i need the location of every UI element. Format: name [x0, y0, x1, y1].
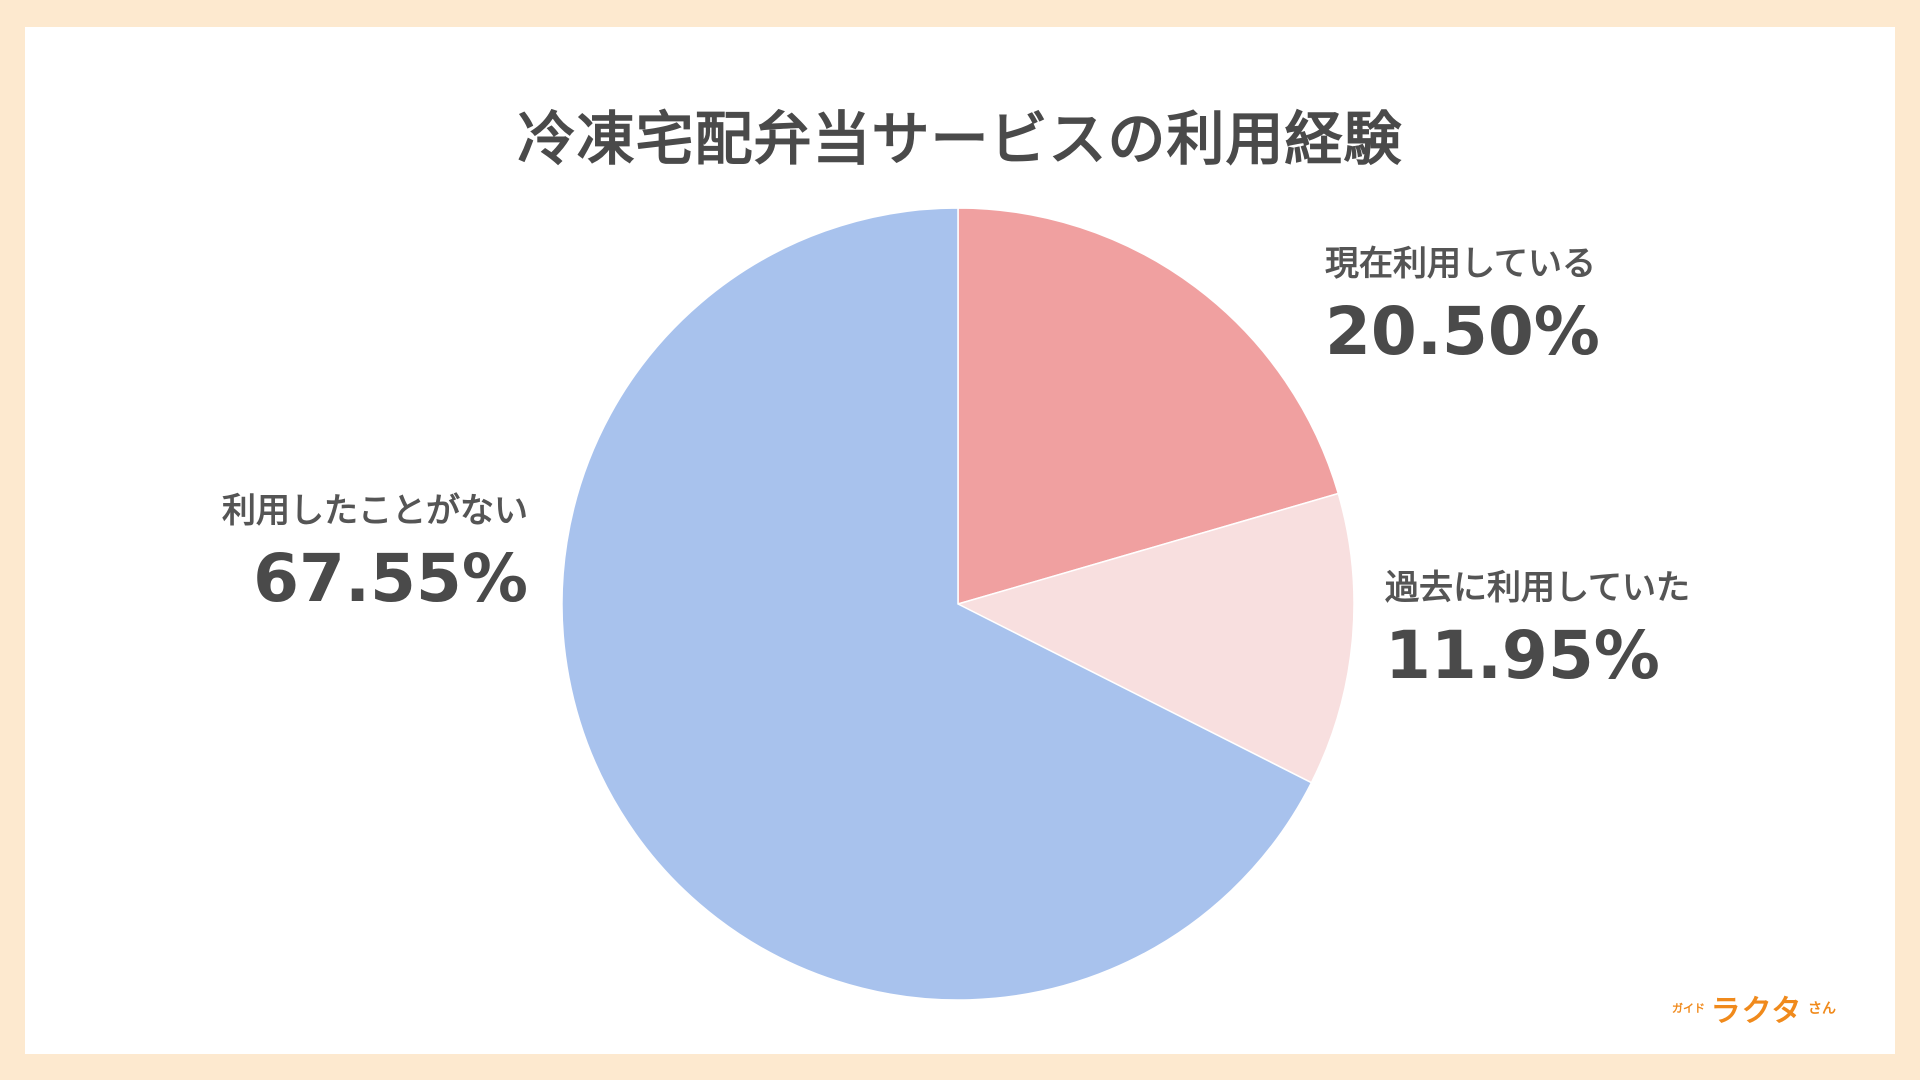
chart-title: 冷凍宅配弁当サービスの利用経験	[517, 105, 1403, 173]
label-never-name: 利用したことがない	[222, 491, 528, 531]
logo-prefix: ガイド	[1672, 1002, 1705, 1015]
pie-slice-2	[955, 492, 1355, 784]
label-never-value: 67.55%	[253, 540, 528, 617]
label-never: 利用したことがない 67.55%	[160, 483, 528, 617]
label-past-name: 過去に利用していた	[1385, 568, 1690, 608]
label-past: 過去に利用していた 11.95%	[1385, 560, 1690, 694]
label-current-value: 20.50%	[1325, 293, 1600, 370]
label-current: 現在利用している 20.50%	[1325, 236, 1600, 370]
pie-slice-1	[957, 207, 1340, 605]
logo-main: ラクタ	[1710, 994, 1803, 1029]
pie-slice-3	[561, 207, 1313, 1001]
logo-suffix: さん	[1807, 1001, 1836, 1017]
label-past-value: 11.95%	[1385, 617, 1660, 694]
label-current-name: 現在利用している	[1325, 244, 1596, 284]
brand-logo: ガイド ラクタ さん	[1672, 986, 1836, 1030]
